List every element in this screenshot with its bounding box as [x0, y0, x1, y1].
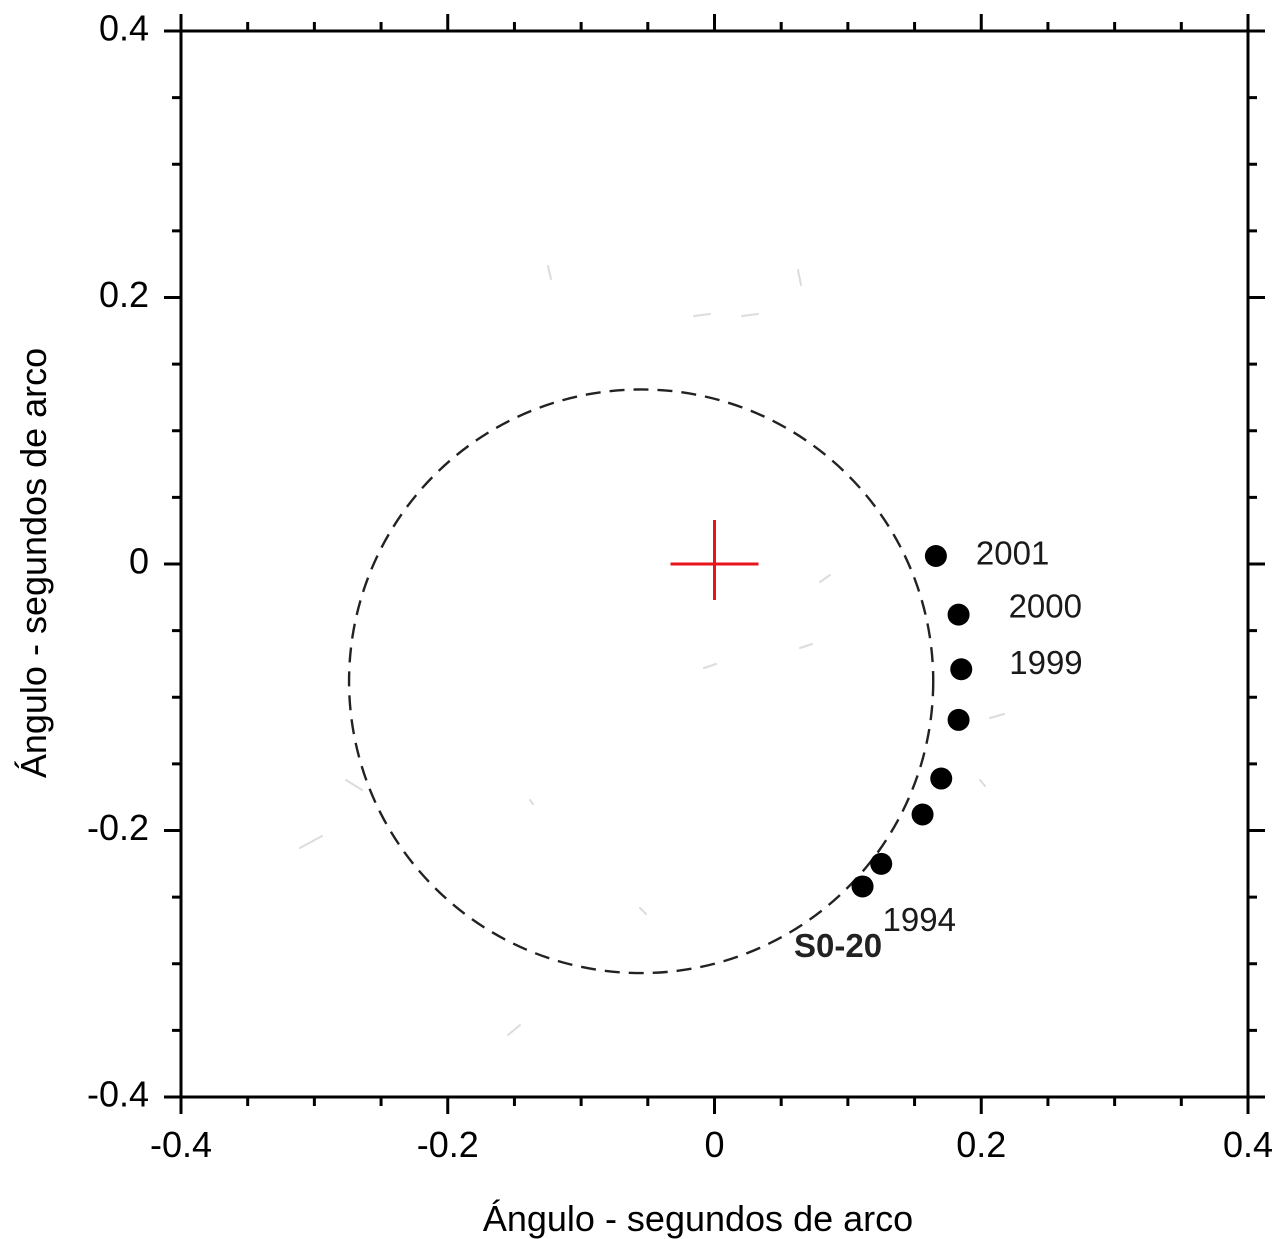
background-smudge [797, 269, 802, 286]
background-smudge [529, 799, 534, 805]
orbit-point [950, 658, 973, 681]
y-tick-label: 0.2 [99, 274, 149, 315]
ticks-layer [164, 14, 1265, 1114]
x-axis-title: Ángulo - segundos de arco [483, 1198, 913, 1239]
background-smudge [703, 663, 717, 669]
y-axis-title: Ángulo - segundos de arco [13, 348, 54, 778]
orbit-point [947, 603, 970, 626]
orbit-point [870, 852, 893, 875]
orbit-point [911, 803, 934, 826]
x-tick-label: -0.2 [417, 1124, 479, 1165]
y-tick-label: 0 [129, 541, 149, 582]
tick-labels-layer: -0.4-0.4 -0.2 -0.2 0 0 0.2 0.2 0.4 0.4 [87, 8, 1273, 1165]
center-marker-layer [670, 520, 759, 600]
y-tick-label: -0.2 [87, 807, 149, 848]
orbit-point [924, 545, 947, 568]
orbit-point [947, 708, 970, 731]
background-smudge [345, 779, 363, 791]
x-tick-label: -0.4 [150, 1124, 212, 1165]
orbit-ellipse [347, 388, 935, 975]
orbit-point [851, 875, 874, 898]
y-tick-label: 0.4 [99, 8, 149, 49]
background-smudge [819, 574, 831, 583]
data-points-layer: 1994 1999 2000 2001 S0-20 [794, 535, 1083, 964]
x-tick-label: 0.4 [1223, 1124, 1273, 1165]
y-tick-label: -0.4 [87, 1074, 149, 1115]
background-smudge [507, 1024, 521, 1036]
background-smudge [989, 713, 1005, 719]
point-year-label: 2001 [976, 535, 1049, 572]
x-tick-label: 0.2 [956, 1124, 1006, 1165]
background-smudge [299, 835, 323, 849]
point-year-label: 1994 [883, 901, 956, 938]
background-smudge [547, 265, 552, 280]
background-smudge [799, 643, 813, 649]
background-smudge [741, 313, 759, 317]
orbit-name-label: S0-20 [794, 927, 882, 964]
point-year-label: 1999 [1009, 644, 1082, 681]
x-tick-label: 0 [704, 1124, 724, 1165]
orbit-layer [347, 388, 935, 975]
background-smudge [693, 313, 711, 317]
background-smudge [979, 779, 986, 787]
background-smudge [639, 907, 647, 915]
orbit-point [930, 767, 953, 790]
background-smudges [299, 265, 1005, 1036]
point-year-label: 2000 [1009, 587, 1082, 624]
